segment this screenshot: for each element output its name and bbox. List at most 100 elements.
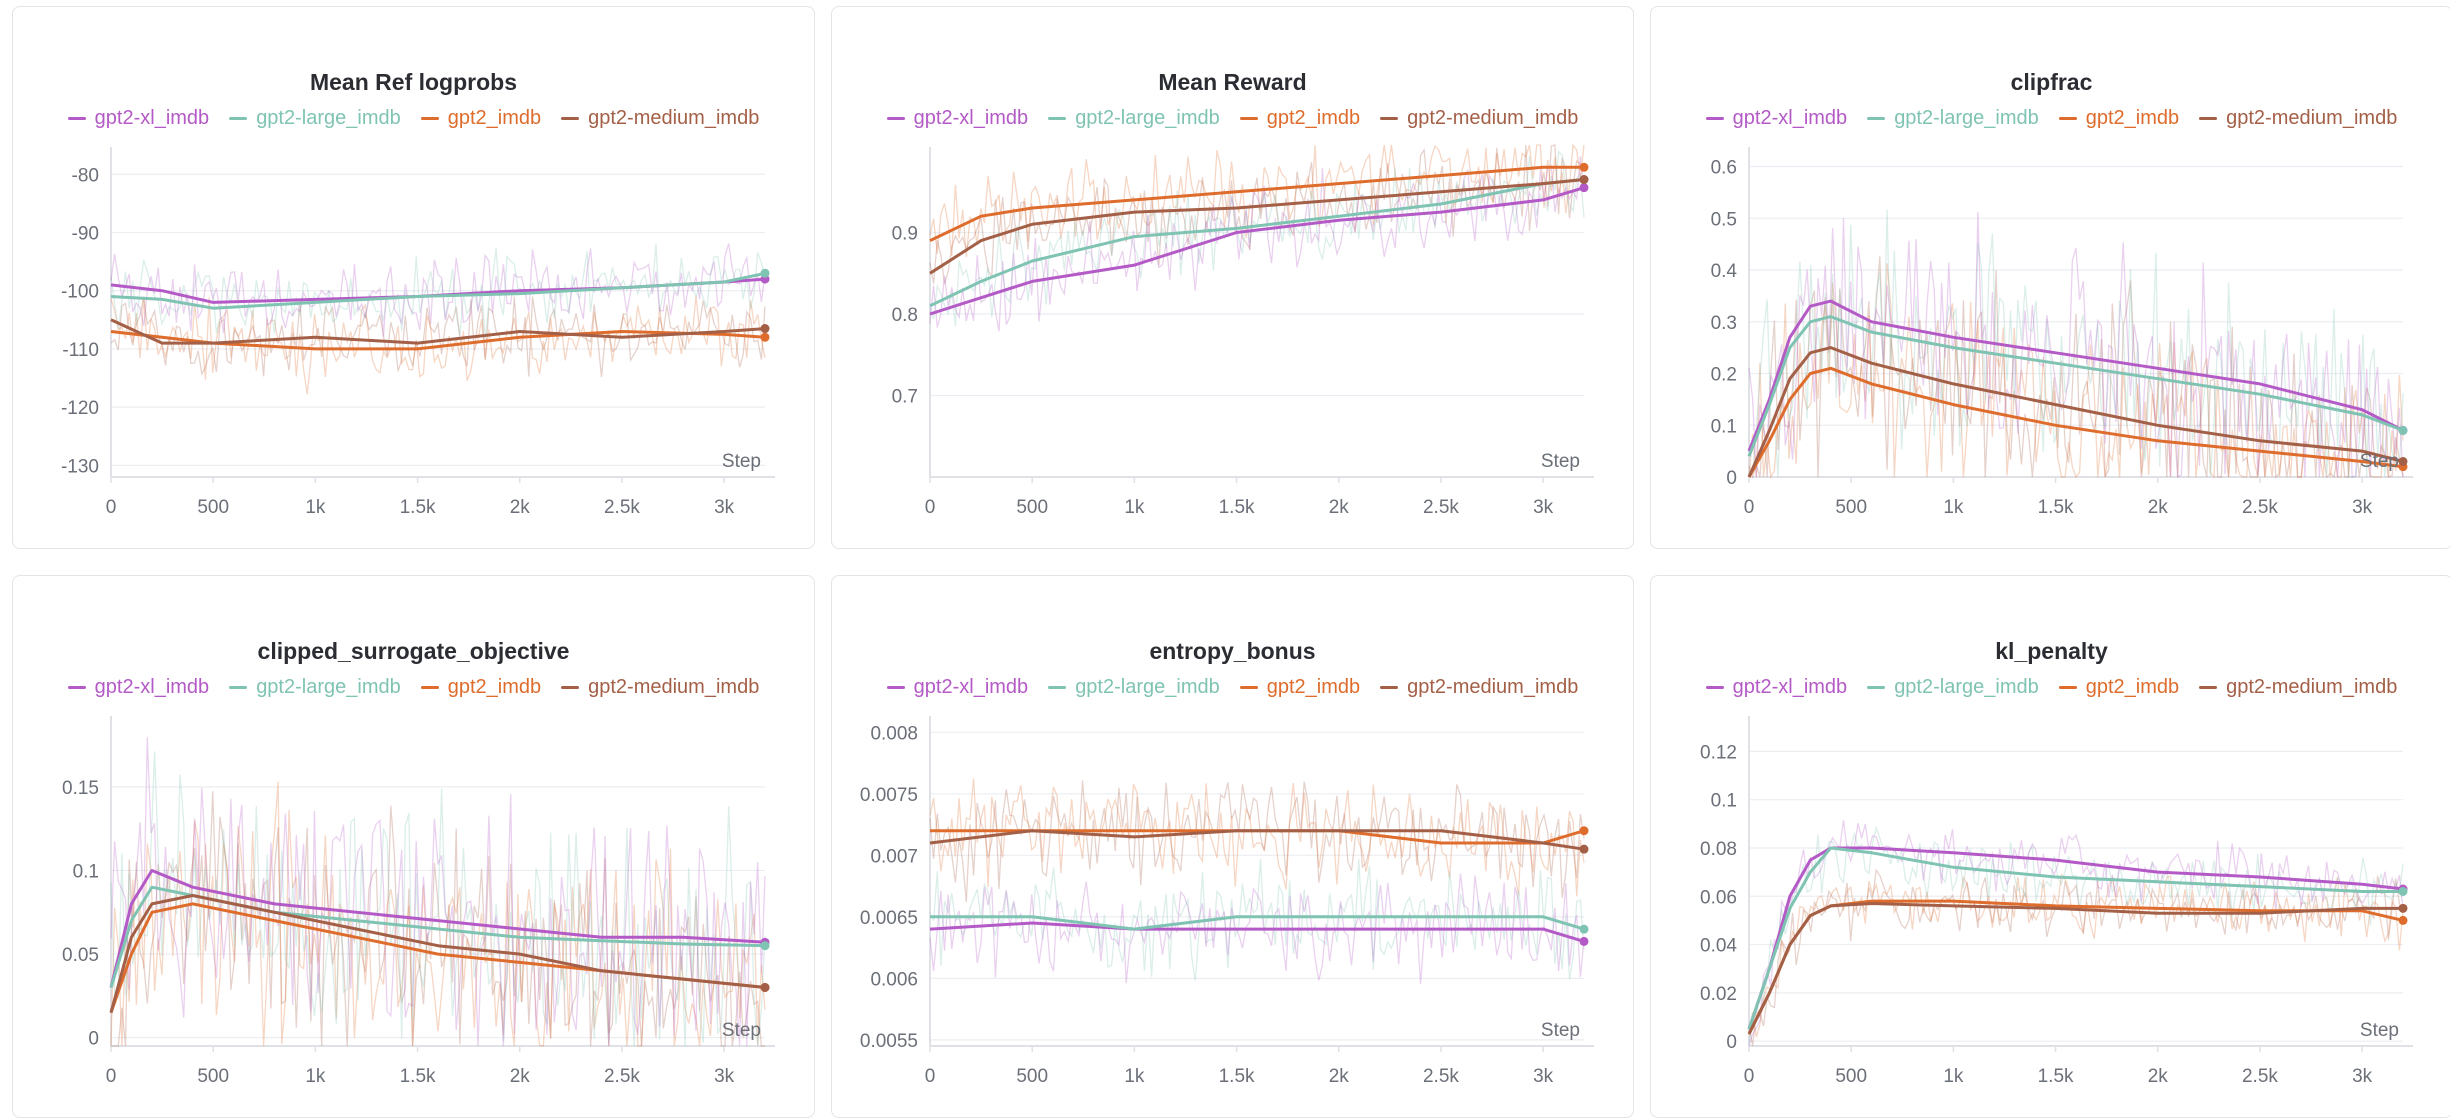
x-tick-label: 500 <box>1016 1066 1048 1087</box>
series-endpoint-gpt2-large-imdb <box>2398 886 2408 896</box>
legend-item-gpt2-large-imdb[interactable]: gpt2-large_imdb <box>1048 676 1220 699</box>
y-tick-label: 0.9 <box>892 224 918 245</box>
series-line-gpt2-large-imdb[interactable] <box>1747 846 2403 1030</box>
legend-label: gpt2-xl_imdb <box>94 107 210 129</box>
chart-panel-clipfrac: clipfrac gpt2-xl_imdb gpt2-large_imdb gpt2_… <box>1650 6 2450 549</box>
y-tick-label: 0.4 <box>1711 261 1738 282</box>
x-tick-label: 3k <box>1533 497 1554 518</box>
legend-item-gpt2-medium-imdb[interactable]: gpt2-medium_imdb <box>561 107 759 130</box>
chart-plot: 0.0055 0.006 0.0065 0.007 0.0075 0.008 0 500 1k 1… <box>860 716 1594 1087</box>
series-line-gpt2-medium-imdb[interactable] <box>109 894 766 1013</box>
legend-item-gpt2-xl-imdb[interactable]: gpt2-xl_imdb <box>1705 107 1847 130</box>
raw-line-gpt2-medium-imdb <box>110 296 766 378</box>
legend-item-gpt2-imdb[interactable]: gpt2_imdb <box>420 676 541 699</box>
series-line-gpt2-imdb[interactable] <box>1747 366 2404 478</box>
chart-title: entropy_bonus <box>1149 638 1316 664</box>
series-line-gpt2-imdb[interactable] <box>1747 899 2404 1035</box>
series-line-gpt2-medium-imdb[interactable] <box>1747 346 2404 478</box>
raw-line-gpt2-medium-imdb <box>1748 256 2404 480</box>
series-line-gpt2-large-imdb[interactable] <box>930 915 1585 931</box>
x-tick-label: 1k <box>1124 1066 1145 1087</box>
x-tick-label: 0 <box>1744 497 1755 518</box>
series-line-gpt2-xl-imdb[interactable] <box>1747 846 2404 1030</box>
chart-title: clipfrac <box>2010 69 2093 95</box>
series-line-gpt2-medium-imdb[interactable] <box>929 829 1585 851</box>
series-line-gpt2-large-imdb[interactable] <box>929 178 1585 308</box>
legend-item-gpt2-large-imdb[interactable]: gpt2-large_imdb <box>1048 107 1220 130</box>
legend-item-gpt2-imdb[interactable]: gpt2_imdb <box>1239 107 1360 130</box>
series-line-gpt2-xl-imdb[interactable] <box>109 869 766 988</box>
y-tick-label: 0.7 <box>892 387 918 408</box>
legend-item-gpt2-large-imdb[interactable]: gpt2-large_imdb <box>229 107 401 130</box>
legend-swatch <box>229 686 248 689</box>
series-endpoint-gpt2-imdb <box>1579 162 1589 172</box>
x-tick-label: 1k <box>1943 497 1964 518</box>
legend-label: gpt2-xl_imdb <box>1732 676 1848 698</box>
legend-item-gpt2-medium-imdb[interactable]: gpt2-medium_imdb <box>2199 676 2397 699</box>
series-line-gpt2-xl-imdb[interactable] <box>929 921 1585 943</box>
series-endpoint-gpt2-imdb <box>1579 826 1589 836</box>
legend-swatch <box>561 117 580 120</box>
y-tick-label: 0.6 <box>1711 158 1737 179</box>
legend-swatch <box>1867 117 1886 120</box>
legend-item-gpt2-xl-imdb[interactable]: gpt2-xl_imdb <box>886 107 1028 130</box>
x-tick-label: 2k <box>510 1066 531 1087</box>
y-tick-label: 0.2 <box>1711 365 1737 386</box>
series-line-gpt2-large-imdb[interactable] <box>1747 315 2404 457</box>
raw-line-gpt2-imdb <box>1748 263 2404 480</box>
legend-label: gpt2-medium_imdb <box>2226 676 2398 698</box>
legend-item-gpt2-medium-imdb[interactable]: gpt2-medium_imdb <box>1380 107 1578 130</box>
chart-plot: 0 0.05 0.1 0.15 0 500 1k 1.5k 2k 2.5k 3k Step <box>62 716 775 1087</box>
raw-line-gpt2-large-imdb <box>110 243 766 340</box>
legend-swatch <box>886 686 905 689</box>
legend-swatch <box>1867 686 1886 689</box>
legend-item-gpt2-xl-imdb[interactable]: gpt2-xl_imdb <box>886 676 1028 699</box>
x-tick-label: 2.5k <box>1423 497 1459 518</box>
series-line-gpt2-large-imdb[interactable] <box>110 271 766 310</box>
x-tick-label: 2k <box>1329 1066 1350 1087</box>
legend-item-gpt2-large-imdb[interactable]: gpt2-large_imdb <box>1867 107 2039 130</box>
legend-item-gpt2-imdb[interactable]: gpt2_imdb <box>2058 676 2179 699</box>
x-tick-label: 3k <box>2352 1066 2373 1087</box>
legend-swatch <box>2058 117 2077 120</box>
legend-item-gpt2-xl-imdb[interactable]: gpt2-xl_imdb <box>67 676 209 699</box>
legend-label: gpt2-large_imdb <box>1075 676 1220 698</box>
series-line-gpt2-medium-imdb[interactable] <box>929 178 1585 275</box>
legend-item-gpt2-large-imdb[interactable]: gpt2-large_imdb <box>229 676 401 699</box>
series-line-gpt2-xl-imdb[interactable] <box>929 186 1585 316</box>
series-line-gpt2-imdb[interactable] <box>929 165 1584 242</box>
chart-plot: 0 0.02 0.04 0.06 0.08 0.1 0.12 0 500 1k 1.5k 2k 2.5k… <box>1700 716 2413 1087</box>
x-tick-label: 2.5k <box>2242 1066 2278 1087</box>
series-line-gpt2-medium-imdb[interactable] <box>110 318 766 345</box>
legend-item-gpt2-xl-imdb[interactable]: gpt2-xl_imdb <box>67 107 210 130</box>
legend-swatch <box>1239 686 1258 689</box>
legend-item-gpt2-imdb[interactable]: gpt2_imdb <box>420 107 541 130</box>
x-tick-label: 1k <box>1943 1066 1964 1087</box>
legend-item-gpt2-medium-imdb[interactable]: gpt2-medium_imdb <box>561 676 759 699</box>
series-endpoint-gpt2-medium-imdb <box>1579 844 1589 854</box>
series-endpoint-gpt2-medium-imdb <box>760 324 770 334</box>
legend-item-gpt2-imdb[interactable]: gpt2_imdb <box>2058 107 2179 130</box>
raw-line-gpt2-imdb <box>110 295 766 395</box>
chart-plot: 0.7 0.8 0.9 0 500 1k 1.5k 2k 2.5k 3k Step <box>892 143 1594 518</box>
legend-item-gpt2-large-imdb[interactable]: gpt2-large_imdb <box>1867 676 2039 699</box>
legend-item-gpt2-imdb[interactable]: gpt2_imdb <box>1239 676 1360 699</box>
chart-panel-entropy-bonus: entropy_bonus gpt2-xl_imdb gpt2-large_imdb… <box>831 575 1634 1118</box>
series-endpoint-gpt2-medium-imdb <box>2398 903 2408 913</box>
series-line-gpt2-large-imdb[interactable] <box>109 885 766 988</box>
y-tick-label: 0.15 <box>62 778 99 799</box>
y-tick-label: 0.0065 <box>860 908 918 929</box>
legend-item-gpt2-medium-imdb[interactable]: gpt2-medium_imdb <box>2199 107 2397 130</box>
legend-item-gpt2-medium-imdb[interactable]: gpt2-medium_imdb <box>1380 676 1578 699</box>
legend-swatch <box>420 117 439 120</box>
x-tick-label: 500 <box>1835 1066 1867 1087</box>
x-tick-label: 2k <box>510 497 531 518</box>
x-tick-label: 500 <box>197 1066 229 1087</box>
legend-swatch <box>2058 686 2077 689</box>
series-line-gpt2-xl-imdb[interactable] <box>1747 299 2404 452</box>
series-line-gpt2-medium-imdb[interactable] <box>1747 902 2403 1035</box>
x-tick-label: 1.5k <box>2038 497 2074 518</box>
legend-item-gpt2-xl-imdb[interactable]: gpt2-xl_imdb <box>1705 676 1848 699</box>
chart-panel-mean-ref-logprobs: Mean Ref logprobs gpt2-xl_imdb gpt2-large_… <box>12 6 815 549</box>
x-tick-label: 2k <box>1329 497 1350 518</box>
